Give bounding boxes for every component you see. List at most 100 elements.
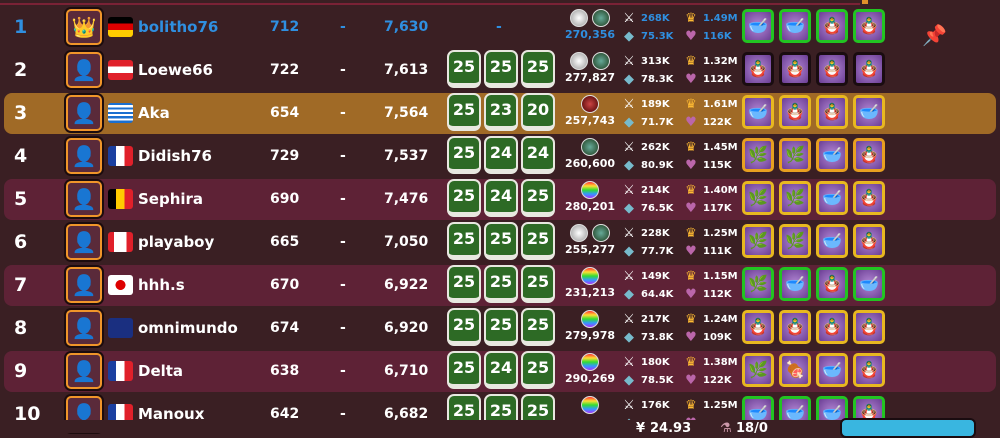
scroll-marker xyxy=(862,0,868,4)
item-bowl-icon[interactable]: 🥣 xyxy=(816,138,848,172)
player-name[interactable]: Didish76 xyxy=(138,147,212,165)
crown-icon: ♛ xyxy=(685,354,697,370)
avatar[interactable]: 👑 xyxy=(66,9,102,45)
item-doll-icon[interactable]: 🪆 xyxy=(816,267,848,301)
avatar[interactable]: 👤 xyxy=(66,353,102,389)
avatar[interactable]: 👤 xyxy=(66,95,102,131)
score-box: 24 xyxy=(521,136,555,174)
item-bowl-icon[interactable]: 🥣 xyxy=(779,267,811,301)
crown-icon: ♛ xyxy=(685,311,697,327)
points: 6,922 xyxy=(384,277,429,293)
item-doll-icon[interactable]: 🪆 xyxy=(779,95,811,129)
item-herb-icon[interactable]: 🌿 xyxy=(779,138,811,172)
item-doll-icon[interactable]: 🪆 xyxy=(853,52,885,86)
stats-b: ♛ 1.24M ♥ 109K xyxy=(682,310,737,346)
attack-value: 214K xyxy=(641,184,670,196)
item-herb-icon[interactable]: 🌿 xyxy=(742,224,774,258)
player-name[interactable]: Sephira xyxy=(138,190,204,208)
power-group: 277,827 xyxy=(560,52,620,84)
item-bowl-icon[interactable]: 🥣 xyxy=(853,267,885,301)
item-doll-icon[interactable]: 🪆 xyxy=(853,224,885,258)
table-row[interactable]: 8 👤 omnimundo 674 - 6,920 25 25 25 279,978 ⚔ 2… xyxy=(4,308,996,349)
item-doll-icon[interactable]: 🪆 xyxy=(816,9,848,43)
ego-value: 1.61M xyxy=(703,98,738,110)
portrait-icon: 👤 xyxy=(71,316,97,340)
score-box: 25 xyxy=(521,265,555,303)
item-bowl-icon[interactable]: 🥣 xyxy=(816,353,848,387)
power-value: 257,743 xyxy=(564,114,616,127)
item-herb-icon[interactable]: 🌿 xyxy=(742,353,774,387)
table-row[interactable]: 1 👑 bolitho76 712 - 7,630 - 270,356 ⚔ 268K ◆ 7… xyxy=(4,7,996,48)
item-doll-icon[interactable]: 🪆 xyxy=(853,181,885,215)
item-bowl-icon[interactable]: 🥣 xyxy=(742,9,774,43)
item-herb-icon[interactable]: 🌿 xyxy=(742,267,774,301)
attack-value: 176K xyxy=(641,399,670,411)
item-doll-icon[interactable]: 🪆 xyxy=(853,138,885,172)
avatar[interactable]: 👤 xyxy=(66,181,102,217)
table-row[interactable]: 6 👤 playaboy 665 - 7,050 25 25 25 255,277 ⚔ 22… xyxy=(4,222,996,263)
equipment: 🌿 🌿 🥣 🪆 xyxy=(742,138,885,172)
item-bowl-icon[interactable]: 🥣 xyxy=(779,9,811,43)
item-doll-icon[interactable]: 🪆 xyxy=(853,310,885,344)
player-name[interactable]: playaboy xyxy=(138,233,215,251)
power-value: 270,356 xyxy=(564,28,616,41)
avatar[interactable]: 👤 xyxy=(66,310,102,346)
item-doll-icon[interactable]: 🪆 xyxy=(853,9,885,43)
item-doll-icon[interactable]: 🪆 xyxy=(816,52,848,86)
table-row[interactable]: 4 👤 Didish76 729 - 7,537 25 24 24 260,600 ⚔ 26… xyxy=(4,136,996,177)
player-name[interactable]: Loewe66 xyxy=(138,61,213,79)
item-bowl-icon[interactable]: 🥣 xyxy=(816,224,848,258)
ego-value: 1.40M xyxy=(703,184,738,196)
item-bowl-icon[interactable]: 🥣 xyxy=(853,95,885,129)
item-doll-icon[interactable]: 🪆 xyxy=(853,353,885,387)
item-doll-icon[interactable]: 🪆 xyxy=(816,95,848,129)
table-row[interactable]: 10 👤 Manoux 642 - 6,682252525⚔176K◆♛1.25… xyxy=(4,394,996,435)
pin-icon[interactable]: 📌 xyxy=(922,23,947,47)
item-doll-icon[interactable]: 🪆 xyxy=(742,310,774,344)
player-name[interactable]: omnimundo xyxy=(138,319,238,337)
table-row[interactable]: 7 👤 hhh.s 670 - 6,922 25 25 25 231,213 ⚔ 149K ◆… xyxy=(4,265,996,306)
dash: - xyxy=(340,105,346,121)
avatar[interactable]: 👤 xyxy=(66,267,102,303)
table-row[interactable]: 3 👤 Aka 654 - 7,564 25 23 20 257,743 ⚔ 189K ◆ 71… xyxy=(4,93,996,134)
score-box: 25 xyxy=(484,265,518,303)
currency-value: 24.93 xyxy=(650,421,692,436)
item-meat-icon[interactable]: 🍖 xyxy=(779,353,811,387)
defense-value: 71.7K xyxy=(641,116,674,128)
item-bowl-icon[interactable]: 🥣 xyxy=(742,95,774,129)
crown-icon: ♛ xyxy=(685,397,697,413)
player-name[interactable]: Delta xyxy=(138,362,184,380)
action-button[interactable] xyxy=(840,418,976,438)
item-doll-icon[interactable]: 🪆 xyxy=(779,52,811,86)
table-row[interactable]: 5 👤 Sephira 690 - 7,476 25 24 25 280,201 ⚔ 214… xyxy=(4,179,996,220)
item-doll-icon[interactable]: 🪆 xyxy=(816,310,848,344)
item-bowl-icon[interactable]: 🥣 xyxy=(816,181,848,215)
item-herb-icon[interactable]: 🌿 xyxy=(742,138,774,172)
avatar[interactable]: 👤 xyxy=(66,138,102,174)
avatar[interactable]: 👤 xyxy=(66,224,102,260)
item-herb-icon[interactable]: 🌿 xyxy=(742,181,774,215)
item-herb-icon[interactable]: 🌿 xyxy=(779,181,811,215)
score-box: 25 xyxy=(447,351,481,389)
red-orb-icon xyxy=(581,95,599,113)
harmony-value: 111K xyxy=(703,245,732,257)
player-name[interactable]: hhh.s xyxy=(138,276,185,294)
rank: 7 xyxy=(14,274,28,296)
crown-icon: ♛ xyxy=(685,139,697,155)
score-box: 25 xyxy=(521,222,555,260)
table-row[interactable]: 9 👤 Delta 638 - 6,710 25 24 25 290,269 ⚔ 180K ◆… xyxy=(4,351,996,392)
player-name[interactable]: Aka xyxy=(138,104,170,122)
heart-icon: ♥ xyxy=(685,114,697,130)
level: 712 xyxy=(270,19,300,35)
player-name[interactable]: Manoux xyxy=(138,405,205,423)
item-doll-icon[interactable]: 🪆 xyxy=(779,310,811,344)
table-row[interactable]: 2 👤 Loewe66 722 - 7,613 25 25 25 277,827 ⚔ 313… xyxy=(4,50,996,91)
points: 7,630 xyxy=(384,19,429,35)
stats-b: ♛ 1.40M ♥ 117K xyxy=(682,181,738,217)
avatar[interactable]: 👤 xyxy=(66,52,102,88)
silver-orb-icon xyxy=(570,52,588,70)
item-herb-icon[interactable]: 🌿 xyxy=(779,224,811,258)
player-name[interactable]: bolitho76 xyxy=(138,18,219,36)
equipment: 🪆 🪆 🪆 🪆 xyxy=(742,52,885,86)
item-doll-icon[interactable]: 🪆 xyxy=(742,52,774,86)
